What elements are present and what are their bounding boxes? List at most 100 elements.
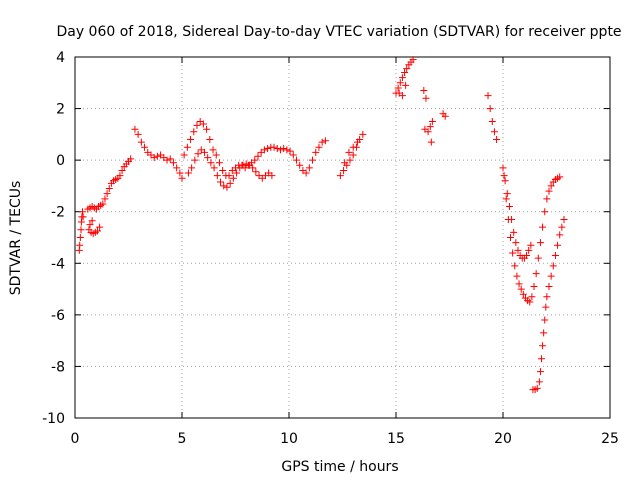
data-point	[502, 195, 510, 203]
data-point	[523, 252, 531, 260]
data-point	[533, 384, 541, 392]
data-point	[204, 154, 212, 162]
data-point	[200, 148, 208, 156]
data-point	[242, 160, 250, 168]
data-point	[260, 146, 268, 154]
y-tick-label: 4	[56, 50, 65, 66]
data-point	[264, 145, 272, 153]
x-tick-label: 0	[71, 431, 80, 447]
x-tick-label: 20	[494, 431, 512, 447]
data-point	[283, 146, 291, 154]
data-point	[545, 282, 553, 290]
data-point	[493, 136, 501, 144]
data-point	[207, 159, 215, 167]
x-axis-label: GPS time / hours	[281, 459, 398, 475]
data-point	[199, 120, 207, 128]
grid-lines	[75, 57, 610, 418]
axis-ticks: 0 5 10 15 20 25 -10 -8 -6 -4 -2 0 2 4	[42, 50, 619, 447]
data-point	[542, 303, 550, 311]
series-track-2	[84, 155, 135, 213]
data-point	[543, 195, 551, 203]
data-point	[543, 293, 551, 301]
data-point	[346, 156, 354, 164]
data-point	[422, 94, 430, 102]
data-point	[150, 154, 158, 162]
data-point	[488, 117, 496, 125]
data-point	[398, 92, 406, 100]
y-tick-label: -8	[51, 359, 65, 375]
data-point	[541, 316, 549, 324]
data-point	[103, 190, 111, 198]
data-point	[76, 234, 84, 241]
data-point	[239, 161, 247, 169]
data-point	[312, 148, 320, 156]
data-point	[321, 137, 329, 145]
data-point	[538, 355, 546, 363]
data-point	[249, 164, 257, 172]
data-point	[441, 112, 449, 120]
data-point	[223, 183, 231, 191]
y-axis-label: SDTVAR / TECUs	[8, 181, 24, 296]
data-point	[490, 128, 498, 136]
y-tick-label: 2	[56, 102, 65, 118]
data-point	[527, 241, 535, 249]
data-point	[229, 174, 237, 182]
data-point	[180, 151, 188, 159]
data-point	[545, 187, 553, 195]
data-point	[187, 136, 195, 144]
data-point	[541, 208, 549, 216]
chart-title: Day 060 of 2018, Sidereal Day-to-day VTE…	[56, 24, 621, 40]
data-point	[166, 155, 174, 163]
data-point	[225, 172, 233, 180]
data-point	[226, 179, 234, 187]
data-point	[209, 146, 217, 154]
data-point	[534, 254, 542, 262]
data-point	[349, 143, 357, 151]
data-point	[353, 138, 361, 146]
data-point	[118, 166, 126, 174]
data-point	[484, 92, 492, 100]
data-point	[426, 123, 434, 131]
data-point	[252, 168, 260, 176]
data-point	[536, 368, 544, 376]
series-track-12	[529, 215, 568, 394]
data-point	[530, 282, 538, 290]
data-point	[336, 172, 344, 180]
data-point	[127, 155, 135, 163]
x-tick-label: 25	[601, 431, 619, 447]
data-point	[88, 217, 96, 225]
data-point	[547, 272, 555, 280]
data-point	[403, 65, 411, 73]
y-tick-label: 0	[56, 153, 65, 169]
data-point	[525, 246, 533, 254]
data-point	[219, 166, 227, 174]
series-track-10	[484, 92, 535, 262]
data-point	[212, 151, 220, 159]
x-tick-label: 10	[280, 431, 298, 447]
data-point	[280, 145, 288, 153]
data-point	[503, 190, 511, 198]
y-tick-label: -4	[51, 256, 65, 272]
data-point	[556, 173, 564, 181]
data-point	[396, 79, 404, 87]
data-point	[210, 164, 218, 172]
data-point	[268, 172, 276, 180]
data-point	[318, 138, 326, 146]
data-point	[556, 231, 564, 239]
data-point	[427, 138, 435, 146]
data-point	[305, 164, 313, 172]
data-point	[349, 151, 357, 159]
series-track-8	[392, 56, 417, 100]
data-point	[213, 172, 221, 180]
data-point	[286, 147, 294, 155]
series-track-6	[184, 146, 276, 191]
data-point	[273, 145, 281, 153]
series-track-5	[180, 117, 329, 180]
data-point	[340, 166, 348, 174]
data-point	[514, 246, 522, 254]
data-point	[526, 298, 534, 306]
data-point	[101, 195, 109, 203]
data-point	[134, 130, 142, 138]
data-point	[194, 150, 202, 158]
